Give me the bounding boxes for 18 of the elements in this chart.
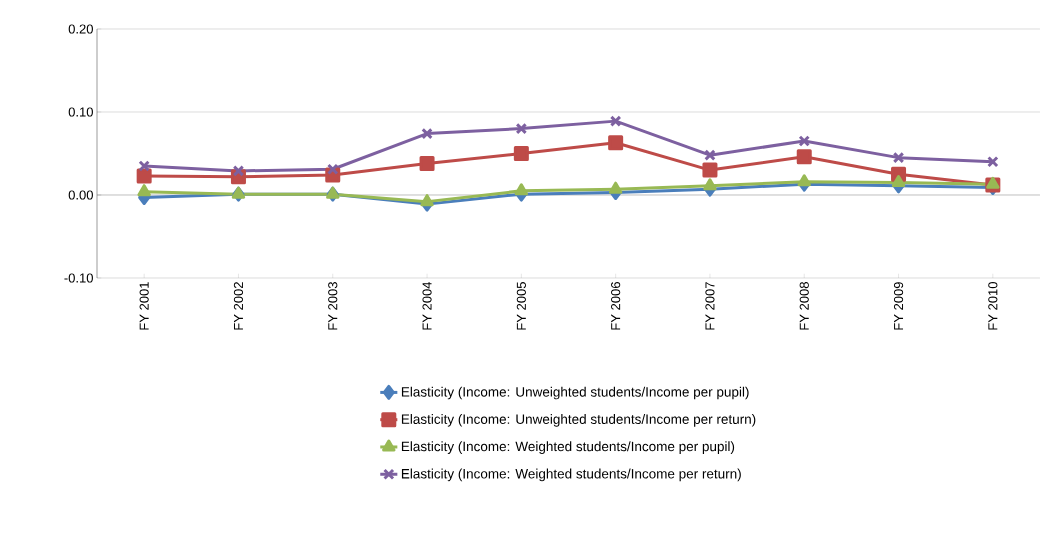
y-tick-label: 0.00 <box>68 190 93 200</box>
x-tick-label: FY 2007 <box>705 282 715 330</box>
y-tick-label: 0.20 <box>68 24 93 34</box>
x-tick-label: FY 2006 <box>611 282 621 330</box>
x-tick-label: FY 2009 <box>893 282 904 330</box>
legend-label: Elasticity (Income: Weighted students/Income per pupil) <box>401 441 735 454</box>
x-tick-label: FY 2004 <box>422 281 432 330</box>
y-tick-label: 0.10 <box>68 107 93 117</box>
x-tick-label: FY 2003 <box>328 282 338 330</box>
x-tick-label: FY 2008 <box>799 282 809 330</box>
y-tick-label: -0.10 <box>64 273 93 283</box>
legend-label: Elasticity (Income: Weighted students/Income per return) <box>401 468 741 482</box>
x-tick-label: FY 2010 <box>988 282 998 330</box>
legend-label: Elasticity (Income: Unweighted students/Income per pupil) <box>401 386 749 400</box>
x-tick-label: FY 2005 <box>516 282 526 330</box>
x-tick-label: FY 2001 <box>139 282 149 330</box>
x-tick-label: FY 2002 <box>233 282 244 330</box>
legend-label: Elasticity (Income: Unweighted students/Income per return) <box>401 414 756 427</box>
